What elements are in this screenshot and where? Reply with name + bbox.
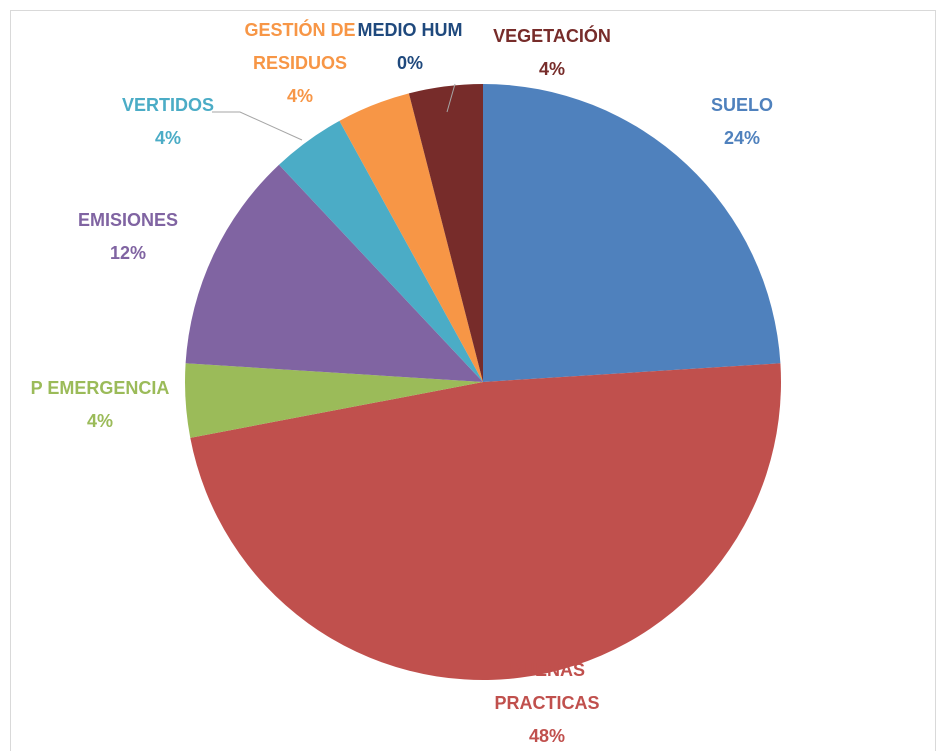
label-name: VERTIDOS [121,95,214,115]
label-value: 4% [86,411,113,431]
pie-slice [190,363,782,681]
label-value: 48% [528,726,566,746]
pie-slice [185,363,483,438]
data-label: VERTIDOS 4% [98,89,238,155]
data-label: VEGETACIÓN 4% [472,20,632,86]
label-name: SUELO [710,95,773,115]
data-label: GESTIÓN DE RESIDUOS 4% [235,14,365,113]
pie-slice [185,164,484,382]
label-value: 4% [286,86,313,106]
data-label: MEDIO HUM 0% [345,14,475,80]
pie-slice [339,93,483,383]
data-label: EMISIONES 12% [48,204,208,270]
label-value: 24% [723,128,761,148]
data-label: P EMERGENCIA 4% [0,372,200,438]
label-name: EMISIONES [77,210,179,230]
label-value: 4% [538,59,565,79]
pie-slice [408,84,483,382]
label-name: VEGETACIÓN [493,26,611,46]
leader-line [446,83,456,113]
label-name: BUENAS PRACTICAS [494,660,600,713]
pie [185,84,782,681]
leader-line [212,111,303,141]
label-value: 4% [154,128,181,148]
label-name: MEDIO HUM [357,20,463,40]
pie-slice [483,84,781,382]
label-value: 0% [396,53,423,73]
pie-slice [279,120,483,383]
label-name: GESTIÓN DE RESIDUOS [244,20,356,73]
data-label: BUENAS PRACTICAS 48% [472,654,622,751]
label-value: 12% [109,243,147,263]
data-label: SUELO 24% [682,89,802,155]
label-name: P EMERGENCIA [30,378,170,398]
